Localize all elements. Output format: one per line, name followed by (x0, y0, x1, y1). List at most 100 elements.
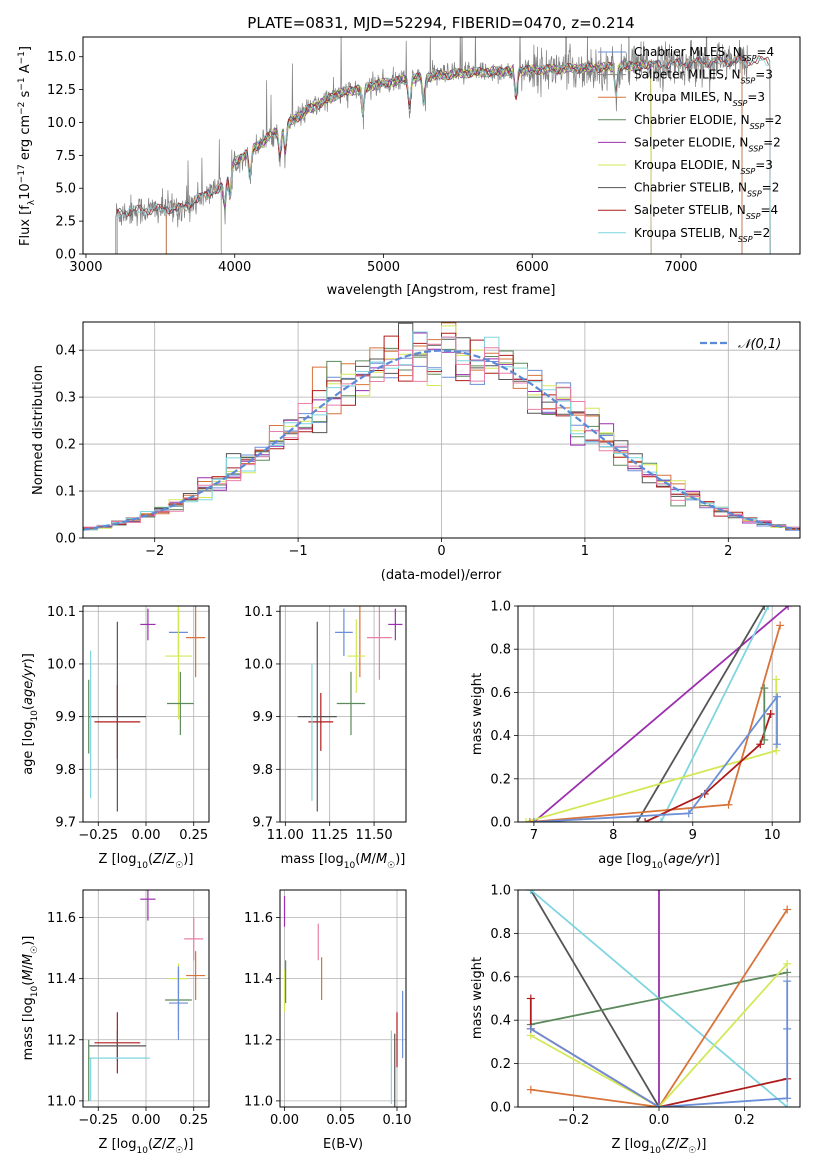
label-part: s (18, 90, 33, 101)
panel-spectrum: 3000 4000 5000 6000 7000 0.0 2.5 5.0 7.5 10.0 12.5… (47, 36, 801, 275)
y-tick-label: 9.7 (55, 816, 76, 831)
y-tick-label: 0.4 (55, 344, 76, 359)
legend-label: Salpeter STELIB, NSSP=4 (634, 203, 778, 221)
legend-label: Kroupa ELODIE, NSSP=3 (634, 158, 773, 176)
x-tick-label: 0.00 (270, 1113, 299, 1128)
label-part: 10 (344, 861, 356, 871)
y-tick-label: 0.4 (490, 1014, 511, 1029)
y-tick-label: 11.0 (47, 1094, 76, 1109)
legend-sub: SSP (733, 99, 748, 108)
x-axis-label: E(B-V) (323, 1137, 363, 1152)
x-tick-label: 7000 (664, 260, 697, 275)
y-tick-label: 11.0 (244, 1094, 273, 1109)
y-tick-label: 0.0 (490, 1101, 511, 1116)
x-tick-label: 0.0 (649, 1113, 670, 1128)
label-part: 10 (30, 710, 40, 722)
label-part: Z (678, 1137, 689, 1152)
error-point (336, 671, 366, 736)
y-tick-label: 10.0 (47, 116, 76, 131)
x-tick-label: 0.10 (383, 1113, 412, 1128)
y-tick-label: 0.8 (490, 643, 511, 658)
x-tick-label: 0.00 (132, 1113, 161, 1128)
y-tick-label: 9.7 (252, 816, 273, 831)
label-part: 10 (651, 861, 663, 871)
label-part: ☉ (175, 861, 183, 871)
legend-model: Chabrier MILES, N (634, 45, 742, 59)
x-tick-label: 0.25 (179, 1113, 208, 1128)
legend-label: Kroupa MILES, NSSP=3 (634, 90, 765, 108)
x-axis-label: Z [log10(Z/Z☉)] (612, 1137, 707, 1156)
x-tick-label: 0.2 (734, 1113, 755, 1128)
y-tick-label: 0.8 (490, 927, 511, 942)
model-spectrum-chabrier-elodie (220, 59, 652, 254)
axes-frame (279, 889, 407, 1108)
y-tick-label: 9.8 (55, 763, 76, 778)
x-axis-label: Z [log10(Z/Z☉)] (99, 1137, 194, 1156)
chart-title: PLATE=0831, MJD=52294, FIBERID=0470, z=0… (247, 14, 634, 32)
legend-model: Kroupa ELODIE, N (634, 158, 741, 172)
plot-area (83, 322, 800, 538)
label-part: / (162, 1137, 167, 1152)
weight-line-chabrier-stelib (530, 890, 660, 1107)
label-part: 10 (136, 1146, 148, 1156)
error-point (184, 917, 204, 961)
panel-residuals: −2 −1 0 1 2 0.0 0.1 0.2 0.3 0.4 (55, 321, 801, 559)
error-point (366, 606, 392, 680)
label-part: Z [log (99, 852, 137, 867)
label-part: ( (21, 705, 36, 710)
legend-value: =4 (760, 203, 778, 217)
y-tick-label: 7.5 (55, 149, 76, 164)
y-axis-label: Normed distribution (31, 365, 46, 495)
y-tick-label: 10.0 (47, 657, 76, 672)
x-tick-label: 8 (609, 828, 617, 843)
plot-area (521, 606, 793, 822)
label-part: Z (152, 852, 163, 867)
panel-weight-vs-age: 7 8 9 10 0.0 0.2 0.4 0.6 0.8 1.0 (490, 600, 801, 843)
label-part: 10 (30, 985, 40, 997)
x-axis-label: wavelength [Angstrom, rest frame] (327, 283, 556, 298)
panel-mass-vs-Z: −0.25 0.00 0.25 11.0 11.2 11.4 11.6 (47, 889, 210, 1128)
label-part: λ (27, 199, 37, 205)
x-tick-label: 6000 (516, 260, 549, 275)
x-tick-label: 4000 (218, 260, 251, 275)
data-spectrum-line (115, 37, 748, 254)
y-tick-label: 1.0 (490, 600, 511, 615)
y-tick-label: 11.6 (244, 911, 273, 926)
panel-mass-vs-ebv: 0.00 0.05 0.10 11.0 11.2 11.4 11.6 (244, 889, 412, 1128)
axes-frame (82, 889, 210, 1108)
x-tick-label: 3000 (69, 260, 102, 275)
legend-model: Salpeter STELIB, N (634, 203, 746, 217)
weight-line-chabrier-elodie (530, 971, 788, 1026)
model-spectrum-kroupa-elodie (220, 60, 652, 254)
weight-line-salpeter-elodie (533, 606, 789, 822)
label-part: mass weight (470, 673, 485, 755)
plot-area (115, 37, 771, 254)
y-axis-label: Flux [fλ10−17 erg cm−2 s−1 A−1] (17, 46, 37, 246)
x-tick-label: 10 (764, 828, 781, 843)
legend-model: Kroupa MILES, N (634, 90, 733, 104)
model-spectrum-kroupa-stelib (116, 55, 771, 254)
error-point (168, 966, 188, 1040)
panel-age-vs-Z: −0.25 0.00 0.25 9.7 9.8 9.9 10.0 10.1 (47, 605, 210, 843)
y-tick-label: 0.1 (55, 485, 76, 500)
label-part: M (376, 852, 387, 867)
y-tick-label: 0.0 (55, 248, 76, 263)
legend-value: =3 (755, 158, 773, 172)
legend-model: Salpeter ELODIE, N (634, 135, 748, 149)
label-part: )] (21, 936, 36, 946)
plot-area (526, 890, 792, 1107)
x-tick-label: 0.05 (326, 1113, 355, 1128)
label-part: 10 (136, 861, 148, 871)
label-part: )] (395, 852, 405, 867)
x-tick-label: −0.25 (78, 828, 118, 843)
x-tick-label: 11.50 (355, 828, 392, 843)
y-tick-label: 10.1 (47, 605, 76, 620)
error-point (140, 890, 156, 921)
y-tick-label: 0.2 (490, 772, 511, 787)
y-tick-label: 11.4 (47, 972, 76, 987)
legend-label: Chabrier STELIB, NSSP=2 (634, 181, 779, 199)
x-axis-label: age [log10(age/yr)] (598, 852, 720, 871)
axes-frame (82, 321, 801, 539)
label-part: ☉ (30, 946, 40, 954)
